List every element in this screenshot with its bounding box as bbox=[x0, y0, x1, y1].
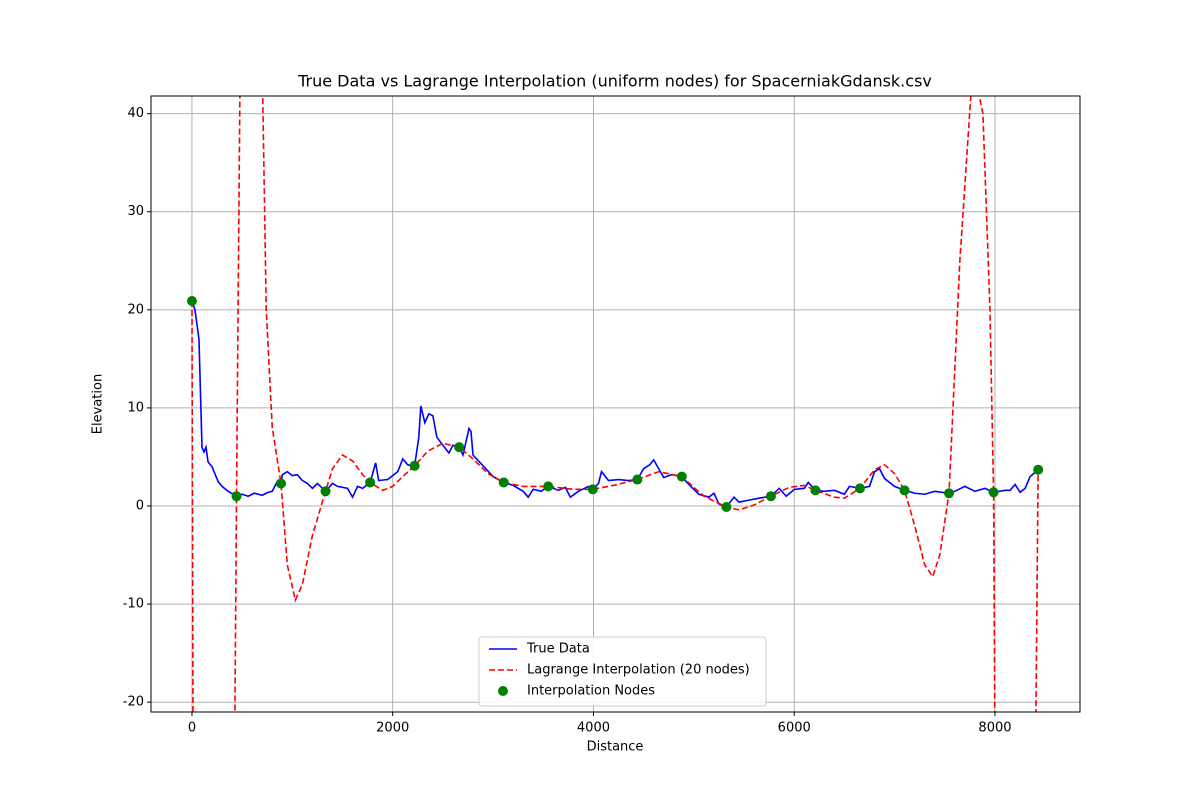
chart-title: True Data vs Lagrange Interpolation (uni… bbox=[297, 72, 932, 91]
data-point bbox=[1033, 464, 1044, 475]
data-point bbox=[275, 478, 286, 489]
legend: True Data Lagrange Interpolation (20 node… bbox=[478, 636, 767, 707]
x-axis-label: Distance bbox=[587, 740, 644, 755]
y-axis-label: Elevation bbox=[91, 374, 106, 434]
data-point bbox=[721, 501, 732, 512]
data-point bbox=[944, 488, 955, 499]
data-point bbox=[988, 487, 999, 498]
y-tick-label: -10 bbox=[123, 597, 144, 612]
data-point bbox=[320, 486, 331, 497]
data-point bbox=[632, 474, 643, 485]
data-point bbox=[810, 485, 821, 496]
axes-frame bbox=[150, 95, 1081, 713]
data-point bbox=[854, 483, 865, 494]
data-point bbox=[543, 481, 554, 492]
legend-label: True Data bbox=[526, 642, 590, 657]
data-point bbox=[231, 491, 242, 502]
x-tick-label: 2000 bbox=[376, 721, 409, 736]
data-point bbox=[365, 477, 376, 488]
y-tick-label: 10 bbox=[127, 400, 144, 415]
legend-marker bbox=[498, 686, 508, 696]
legend-box bbox=[478, 636, 767, 707]
y-tick-label: 0 bbox=[136, 499, 144, 514]
data-point bbox=[186, 296, 197, 307]
grid bbox=[151, 96, 1080, 712]
x-tick-label: 4000 bbox=[577, 721, 610, 736]
data-line bbox=[191, 300, 1039, 508]
data-point bbox=[899, 485, 910, 496]
data-point bbox=[676, 471, 687, 482]
y-tick-label: 20 bbox=[127, 302, 144, 317]
data-point bbox=[765, 491, 776, 502]
data-line bbox=[191, 96, 1039, 712]
x-tick-label: 6000 bbox=[778, 721, 811, 736]
legend-label: Interpolation Nodes bbox=[527, 684, 655, 699]
y-tick-label: 30 bbox=[127, 204, 144, 219]
data-point bbox=[409, 460, 420, 471]
data-point bbox=[587, 484, 598, 495]
x-tick-label: 0 bbox=[188, 721, 196, 736]
data-point bbox=[498, 477, 509, 488]
plot-area bbox=[186, 96, 1044, 712]
y-tick-label: 40 bbox=[127, 106, 144, 121]
x-tick-label: 8000 bbox=[978, 721, 1011, 736]
y-tick-label: -20 bbox=[123, 695, 144, 710]
data-point bbox=[454, 442, 465, 453]
legend-label: Lagrange Interpolation (20 nodes) bbox=[527, 663, 750, 678]
